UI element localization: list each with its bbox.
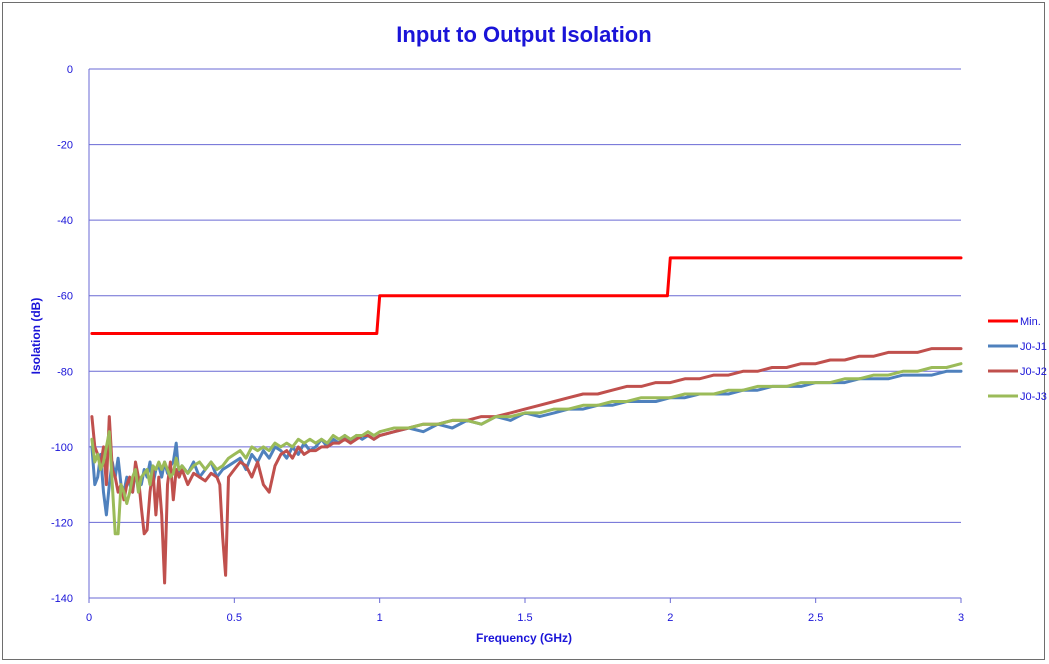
series-line-j0-j1: [90, 369, 963, 517]
y-axis-label: Isolation (dB): [29, 298, 43, 375]
x-tick-label: 2.5: [808, 612, 823, 624]
y-tick-label: -80: [57, 366, 73, 378]
y-tick-label: -120: [51, 517, 73, 529]
y-tick-label: -20: [57, 140, 73, 152]
legend-label: Min.: [1020, 316, 1041, 328]
x-tick-label: 0: [86, 612, 92, 624]
legend-label: J0-J3: [1020, 391, 1047, 403]
legend-label: J0-J1: [1020, 341, 1047, 353]
axes: 0 -20 -40 -60 -80 -100 -120 -140 0 0.5 1 1.5 2 2.5 3: [51, 64, 964, 624]
x-tick-label: 1: [377, 612, 383, 624]
series-line-j0-j3: [90, 362, 963, 536]
y-tick-label: -140: [51, 593, 73, 605]
series-line-j0-j2: [90, 347, 963, 585]
series-line-min: [90, 256, 963, 335]
legend-label: J0-J2: [1020, 366, 1047, 378]
y-tick-label: -40: [57, 215, 73, 227]
x-tick-label: 1.5: [517, 612, 532, 624]
series-lines: [90, 256, 963, 585]
y-tick-label: -60: [57, 291, 73, 303]
x-tick-label: 2: [667, 612, 673, 624]
legend: Min. J0-J1 J0-J2 J0-J3: [988, 316, 1047, 403]
x-tick-label: 0.5: [227, 612, 242, 624]
x-tick-label: 3: [958, 612, 964, 624]
gridlines: [89, 68, 961, 523]
y-tick-label: -100: [51, 442, 73, 454]
y-tick-label: 0: [67, 64, 73, 76]
x-axis-label: Frequency (GHz): [476, 631, 572, 645]
chart-title: Input to Output Isolation: [396, 22, 651, 47]
